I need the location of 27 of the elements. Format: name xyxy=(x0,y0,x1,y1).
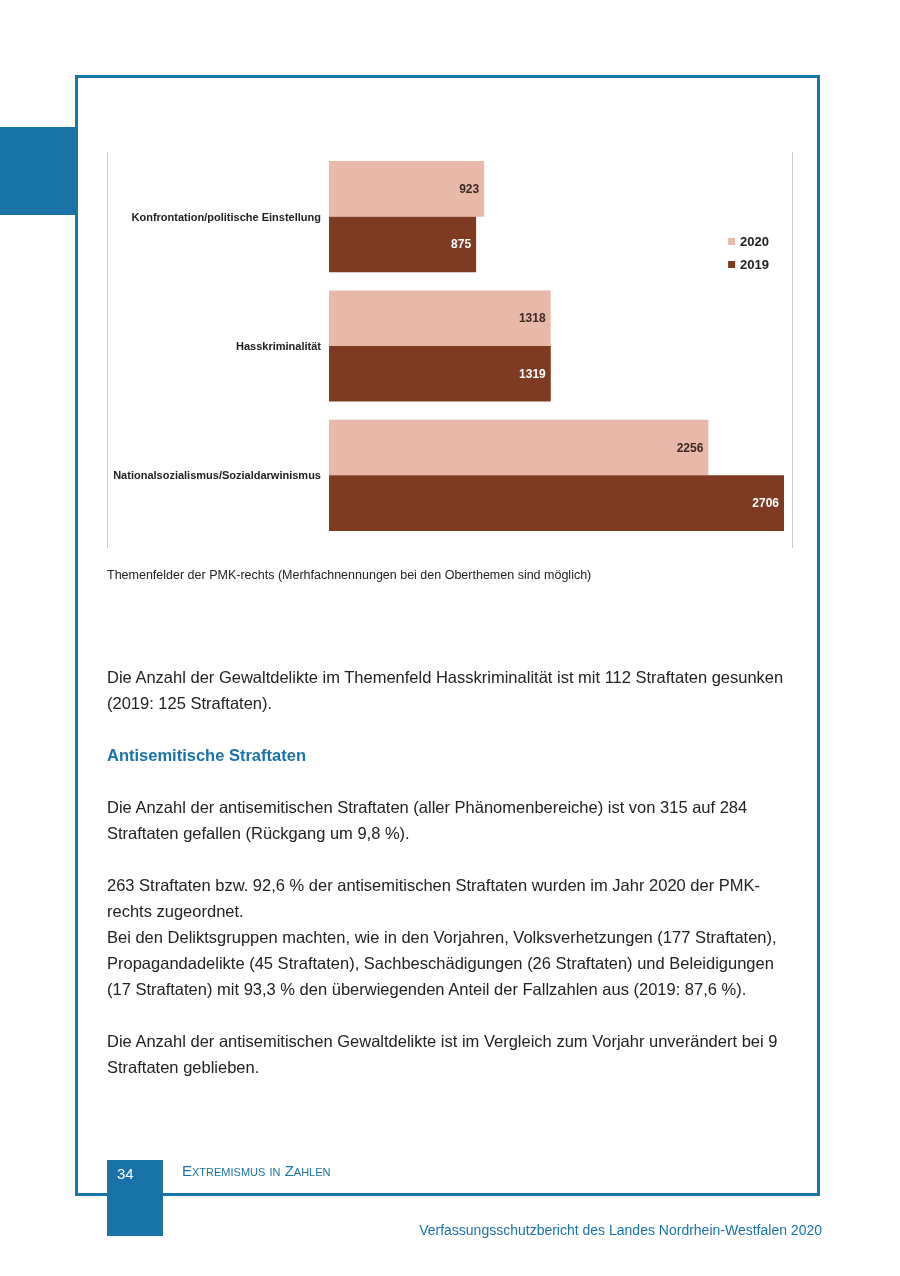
text: Extremismus in Zahlen xyxy=(182,1162,331,1179)
text: Die Anzahl der antisemitischen Gewaltdelikte ist im Vergleich zum Vorjahr unverändert bei 9 Straftaten geblieben. xyxy=(107,1031,779,1078)
text: Die Anzahl der antisemitischen Straftaten (aller Phänomenbereiche) ist von 315 auf 284 Straftaten gefallen (Rückgang um 9,8 %). xyxy=(107,797,749,844)
text: Bei den Deliktsgruppen machten, wie in den Vorjahren, Volksverhetzungen (177 Straftaten), Propagandadelikte (45 Straftaten), Sachbeschädigungen (26 Straftaten) und Beleidigungen (17 Straftaten) mit 93,3 % den überwiegenden Anteil der Fallzahlen aus (2019: 87,6 %). xyxy=(107,927,778,1000)
text: 34 xyxy=(107,1160,163,1236)
legend-label: 2019 xyxy=(740,257,769,272)
bar xyxy=(329,475,784,531)
data-label: 923 xyxy=(459,181,480,196)
text: Antisemitische Straftaten xyxy=(107,745,307,766)
data-label: 2256 xyxy=(676,440,704,455)
data-label: 1318 xyxy=(518,311,546,326)
text: 263 Straftaten bzw. 92,6 % der antisemitischen Straftaten wurden im Jahr 2020 der PMK-rechts zugeordnet. xyxy=(107,875,761,922)
y-tick-label: Konfrontation/politische Einstellung xyxy=(131,210,321,223)
data-label: 1319 xyxy=(519,366,547,381)
bar xyxy=(329,216,477,273)
bar xyxy=(329,346,551,402)
data-label: 875 xyxy=(451,237,472,252)
y-tick-label: Hasskriminalität xyxy=(236,340,322,352)
bar xyxy=(329,419,709,476)
text: Verfassungsschutzbericht des Landes Nordrhein-Westfalen 2020 xyxy=(419,1222,822,1238)
text: Themenfelder der PMK-rechts (Merhfachnennungen bei den Oberthemen sind möglich) xyxy=(107,568,592,582)
text: Die Anzahl der Gewaltdelikte im Themenfeld Hasskriminalität ist mit 112 Straftaten gesunken (2019: 125 Straftaten). xyxy=(107,667,785,714)
bar xyxy=(329,290,551,346)
data-label: 2706 xyxy=(752,496,780,511)
y-tick-label: Nationalsozialismus/Sozialdarwinismus xyxy=(113,469,321,482)
legend-label: 2020 xyxy=(740,234,769,249)
bar xyxy=(329,161,485,217)
